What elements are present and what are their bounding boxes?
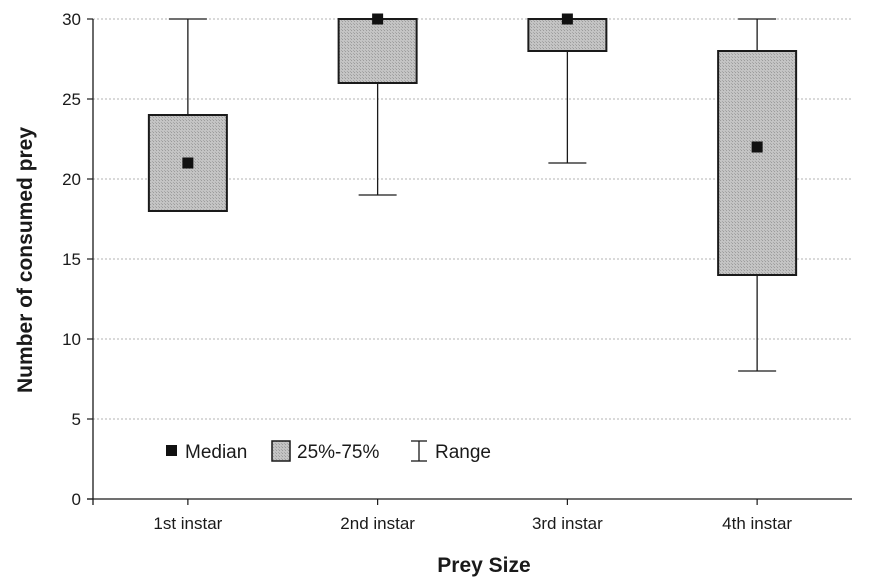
y-tick-label: 5 [72, 410, 81, 429]
x-tick-label: 1st instar [153, 514, 222, 533]
box-group [337, 13, 418, 196]
iqr-box [717, 50, 798, 276]
median-marker [182, 157, 194, 169]
legend-range-label: Range [435, 442, 491, 463]
median-marker [372, 13, 384, 25]
y-tick-label: 20 [62, 170, 81, 189]
y-ticks: 0 5 10 15 20 25 30 [62, 10, 93, 509]
x-tick-label: 2nd instar [340, 514, 415, 533]
legend-median-label: Median [185, 442, 247, 463]
median-marker [561, 13, 573, 25]
x-ticks: 1st instar 2nd instar 3rd instar 4th instar [153, 499, 792, 533]
legend-median-swatch [166, 445, 177, 456]
x-tick-label: 3rd instar [532, 514, 603, 533]
legend-box-swatch [271, 440, 291, 462]
legend-box-label: 25%-75% [297, 442, 379, 463]
y-tick-label: 0 [72, 490, 81, 509]
box-group [147, 18, 228, 212]
y-tick-label: 25 [62, 90, 81, 109]
median-marker [751, 141, 763, 153]
boxes [147, 13, 798, 372]
y-tick-label: 15 [62, 250, 81, 269]
legend: Median 25%-75% Range [166, 440, 491, 463]
y-tick-label: 30 [62, 10, 81, 29]
x-tick-label: 4th instar [722, 514, 792, 533]
y-axis-title: Number of consumed prey [14, 127, 37, 393]
iqr-box [337, 18, 418, 84]
y-tick-label: 10 [62, 330, 81, 349]
box-group [527, 13, 608, 164]
x-axis-title: Prey Size [437, 554, 530, 577]
box-group [717, 18, 798, 372]
